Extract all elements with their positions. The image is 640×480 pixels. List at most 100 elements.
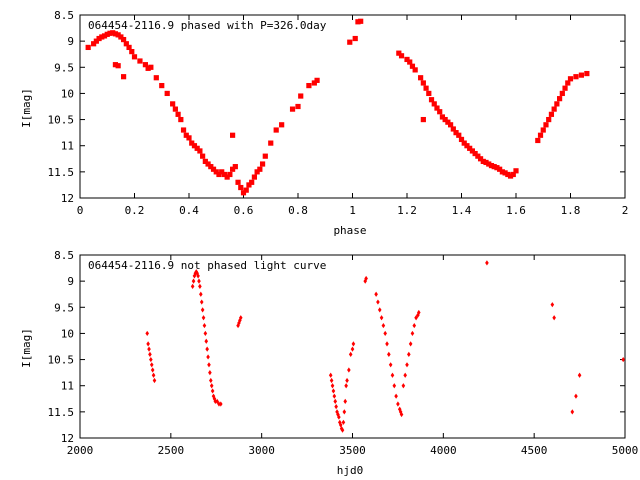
phased-data-point: [306, 82, 312, 89]
phased-data-point: [437, 109, 443, 115]
unphased-data-point: [387, 351, 391, 357]
unphased-plot-frame: [79, 254, 626, 439]
phased-data-point: [170, 101, 176, 107]
unphased-data-point: [350, 346, 355, 352]
unphased-data-point: [379, 315, 384, 321]
unphased-data-point: [148, 351, 152, 357]
unphased-data-point: [145, 330, 150, 337]
unphased-data-point: [334, 404, 338, 410]
phased-data-point: [418, 75, 424, 81]
phased-data-point: [513, 168, 519, 174]
phased-axis-ticks: 0 0.2 0.4 0.6 0.8 1 1.2 1.4 1.6 1.8 2 8.5 9 9.5 10 10.5…: [48, 9, 629, 217]
phased-data-point: [298, 93, 304, 99]
unphased-data-point: [351, 341, 356, 347]
phased-data-point: [180, 127, 187, 133]
phased-data-point: [112, 62, 119, 68]
unphased-data-point: [377, 307, 382, 313]
unphased-data-point: [338, 422, 343, 428]
unphased-data-point: [396, 401, 400, 407]
unphased-data-point: [550, 302, 555, 308]
unphased-x-tick-label: 5000: [612, 444, 639, 457]
phased-data-point: [439, 114, 446, 120]
unphased-y-tick-label: 9.5: [54, 301, 74, 314]
unphased-data-point: [330, 383, 335, 389]
unphased-data-point: [621, 356, 625, 363]
phased-x-tick-label: 1.8: [561, 204, 581, 217]
phased-data-point: [246, 182, 252, 188]
unphased-data-point: [218, 401, 223, 407]
phased-data-point: [99, 34, 105, 40]
phased-data-point: [183, 132, 189, 138]
unphased-data-point: [194, 269, 199, 275]
unphased-data-point: [344, 383, 348, 389]
phased-data-point: [480, 158, 486, 164]
unphased-panel: 064454-2116.9 not phased light curve hjd…: [20, 249, 638, 477]
phased-x-tick-label: 1.6: [506, 204, 526, 217]
phased-data-point: [164, 90, 170, 97]
phased-data-point: [567, 76, 574, 82]
phased-data-point: [557, 96, 563, 102]
phased-data-point: [115, 32, 121, 38]
phased-data-point: [230, 132, 236, 138]
unphased-y-axis-label: I[mag]: [20, 328, 33, 368]
phased-data-point: [412, 67, 418, 73]
phased-data-point: [268, 140, 274, 146]
phased-data-point: [404, 56, 410, 63]
phased-data-point: [420, 116, 426, 123]
phased-x-tick-label: 0.8: [288, 204, 308, 217]
phased-data-point: [235, 179, 241, 185]
unphased-data-point: [401, 383, 406, 389]
phased-y-tick-label: 11.5: [48, 166, 75, 179]
phased-data-point: [584, 70, 590, 77]
phased-data-point: [202, 158, 208, 164]
phased-data-point: [442, 116, 448, 123]
phased-data-point: [507, 173, 514, 179]
phased-data-point: [458, 136, 465, 143]
unphased-data-point: [392, 383, 397, 389]
phased-data-point: [254, 169, 260, 175]
unphased-data-point: [200, 307, 205, 313]
phased-data-point: [178, 116, 184, 123]
phased-y-tick-label: 12: [61, 192, 74, 205]
phased-data-point: [535, 137, 541, 144]
phased-data-point: [358, 18, 364, 24]
unphased-data-point: [403, 372, 407, 378]
phased-data-point: [551, 106, 557, 112]
phased-data-point: [497, 166, 503, 172]
phased-data-point: [409, 63, 416, 69]
phased-data-point: [189, 140, 195, 146]
phased-data-point: [548, 111, 555, 117]
phased-data-point: [562, 85, 568, 91]
phased-data-point: [93, 38, 99, 44]
phased-data-point: [559, 90, 565, 97]
unphased-x-tick-label: 2000: [67, 444, 94, 457]
unphased-data-point: [381, 322, 386, 329]
phased-data-point: [314, 77, 320, 83]
phased-data-point: [104, 31, 110, 37]
phased-data-point: [486, 161, 492, 167]
unphased-data-point: [399, 411, 404, 418]
phased-y-axis-label: I[mag]: [20, 88, 33, 128]
unphased-data-point: [192, 273, 197, 279]
unphased-data-points: [145, 260, 625, 433]
unphased-data-point: [342, 409, 347, 415]
unphased-data-point: [340, 427, 345, 433]
unphased-data-point: [348, 351, 353, 357]
phased-data-point: [554, 101, 560, 107]
phased-data-point: [423, 85, 429, 91]
unphased-data-point: [343, 398, 348, 404]
unphased-y-tick-label: 8.5: [54, 249, 74, 262]
unphased-data-point: [201, 315, 206, 321]
unphased-data-point: [414, 315, 418, 321]
phased-data-point: [227, 171, 233, 178]
unphased-data-point: [196, 273, 200, 279]
phased-data-point: [273, 127, 279, 133]
unphased-data-point: [149, 356, 153, 363]
phased-data-point: [420, 80, 426, 86]
phased-data-point: [232, 164, 238, 170]
phased-data-point: [191, 143, 198, 149]
unphased-data-point: [152, 377, 157, 384]
phased-data-point: [101, 33, 108, 39]
phased-chart-title: 064454-2116.9 phased with P=326.0day: [88, 19, 327, 32]
phased-data-point: [221, 171, 228, 178]
